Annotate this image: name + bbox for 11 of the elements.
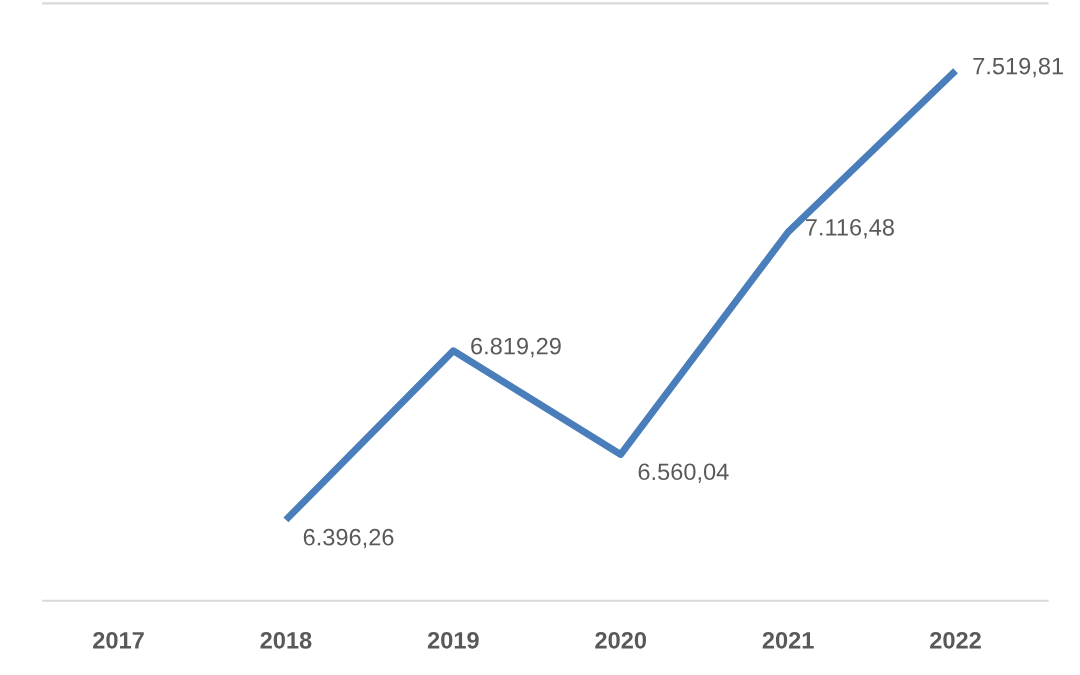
x-tick-label: 2019 xyxy=(427,631,479,649)
x-tick-label: 2018 xyxy=(260,631,312,649)
x-tick-label: 2021 xyxy=(762,631,814,649)
data-label: 6.396,26 xyxy=(303,528,394,549)
x-tick-label: 2022 xyxy=(930,631,981,649)
x-tick-label: 2017 xyxy=(93,631,144,649)
data-label: 6.560,04 xyxy=(638,463,729,483)
data-label: 7.519,81 xyxy=(973,57,1063,78)
data-label: 7.116,48 xyxy=(806,218,894,239)
x-tick-label: 2020 xyxy=(595,631,647,649)
data-label: 6.819,29 xyxy=(471,337,561,358)
